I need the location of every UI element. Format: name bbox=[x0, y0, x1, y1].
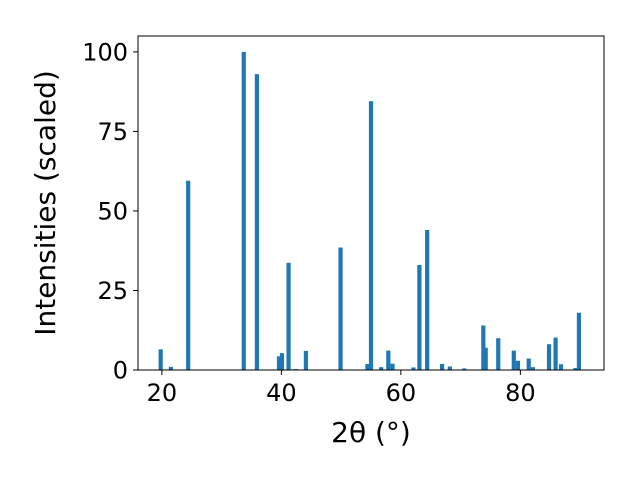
y-axis-ticks: 0 25 50 75 100 bbox=[82, 38, 138, 385]
x-tick-label: 80 bbox=[505, 379, 536, 407]
bar bbox=[546, 344, 552, 370]
bar bbox=[558, 364, 564, 370]
bar bbox=[511, 350, 516, 370]
bar bbox=[553, 337, 558, 370]
x-axis-label: 2θ (°) bbox=[331, 416, 411, 449]
y-tick-label: 25 bbox=[97, 277, 128, 305]
bar bbox=[576, 312, 581, 370]
bar bbox=[241, 51, 246, 371]
bar bbox=[481, 325, 486, 370]
y-tick-label: 50 bbox=[97, 197, 128, 225]
x-axis-ticks: 20 40 60 80 bbox=[147, 370, 536, 407]
bar bbox=[365, 363, 370, 370]
bar bbox=[526, 358, 531, 370]
bar bbox=[440, 363, 445, 370]
y-tick-label: 0 bbox=[113, 357, 128, 385]
bar bbox=[462, 368, 467, 370]
x-tick-label: 60 bbox=[386, 379, 417, 407]
bar bbox=[425, 230, 430, 370]
bar bbox=[158, 349, 163, 370]
bar bbox=[368, 101, 374, 371]
bar bbox=[186, 180, 191, 370]
bar bbox=[496, 338, 501, 370]
plot-frame bbox=[137, 35, 605, 371]
bar bbox=[411, 367, 416, 370]
bar bbox=[386, 350, 391, 370]
bar bbox=[338, 247, 343, 370]
y-tick-label: 100 bbox=[82, 38, 128, 66]
y-tick-label: 75 bbox=[97, 118, 128, 146]
x-tick-label: 20 bbox=[147, 379, 178, 407]
x-tick-label: 40 bbox=[266, 379, 297, 407]
bar bbox=[483, 347, 488, 370]
bar bbox=[390, 363, 395, 370]
bar bbox=[279, 353, 285, 370]
bar bbox=[530, 367, 535, 370]
bar bbox=[417, 265, 422, 370]
y-axis-label: Intensities (scaled) bbox=[29, 70, 62, 336]
bars-group bbox=[158, 51, 581, 371]
bar bbox=[254, 74, 259, 371]
bar bbox=[168, 366, 173, 370]
bar bbox=[447, 366, 452, 370]
bar bbox=[379, 367, 384, 370]
bar bbox=[515, 360, 521, 370]
bar bbox=[276, 356, 282, 370]
bar bbox=[573, 368, 578, 370]
bar bbox=[286, 262, 291, 370]
bar bbox=[303, 350, 308, 370]
